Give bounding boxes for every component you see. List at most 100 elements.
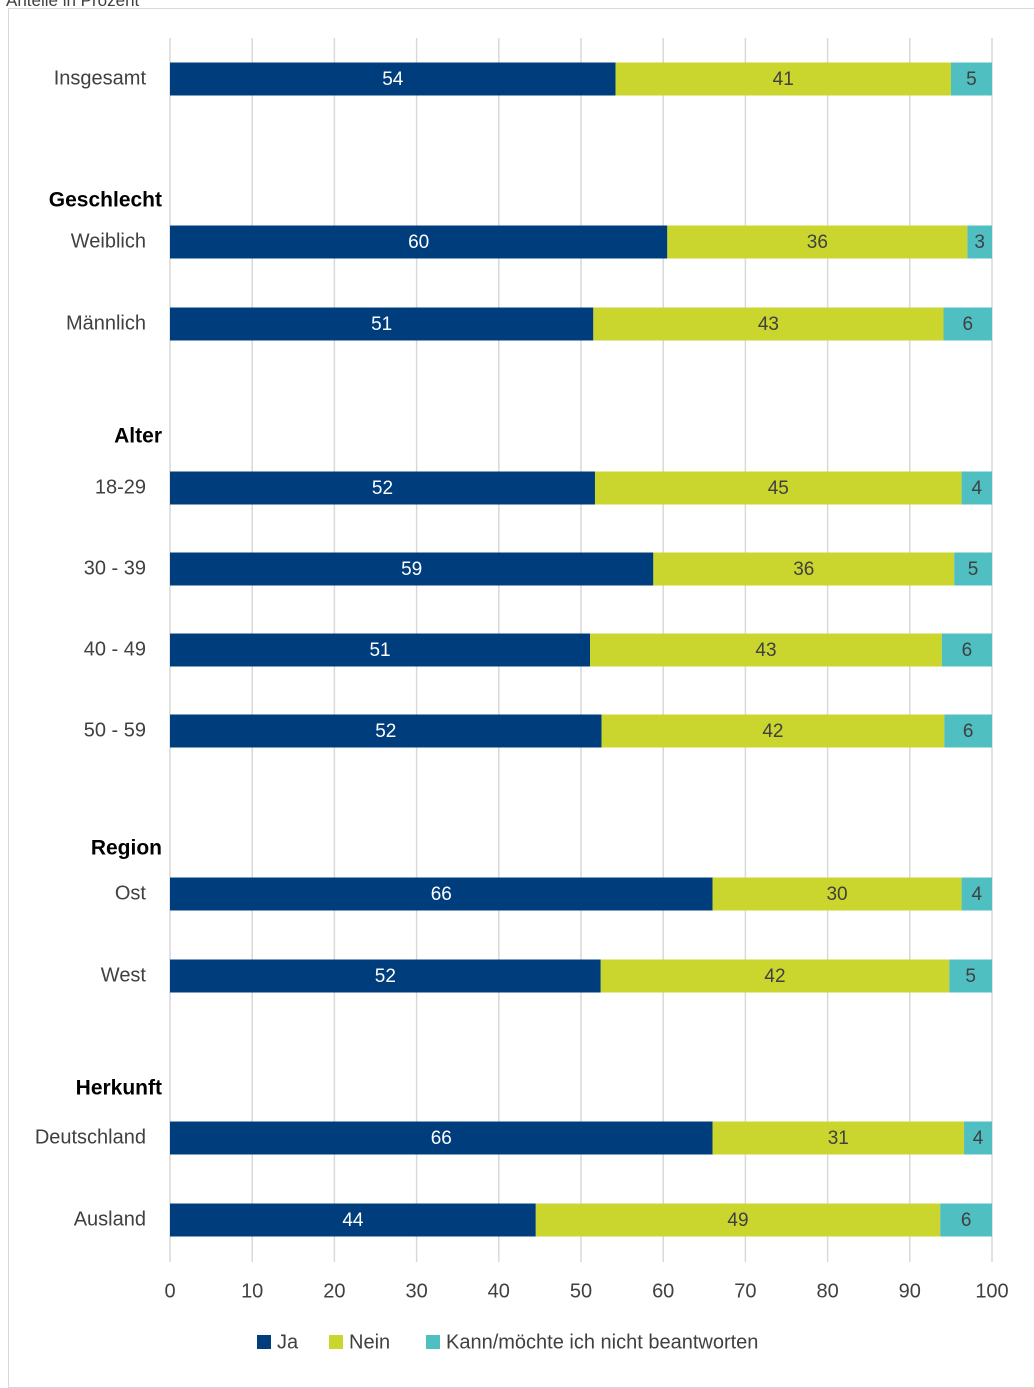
data-label: 59: [401, 559, 422, 580]
bar-segment-ja: [170, 225, 668, 259]
bar-segment-nein: [535, 1203, 941, 1237]
bar-segment-kann: [949, 959, 992, 993]
category-label: 50 - 59: [84, 719, 146, 741]
data-label: 54: [382, 69, 404, 90]
data-label: 31: [828, 1128, 849, 1149]
bar-segment-kann: [940, 1203, 992, 1237]
bar-segment-nein: [653, 552, 955, 586]
x-tick-label: 80: [816, 1280, 838, 1302]
data-label: 6: [962, 314, 973, 335]
bar-segment-ja: [170, 307, 594, 341]
data-label: 43: [758, 314, 779, 335]
bar-segment-kann: [964, 1121, 992, 1155]
group-header: Region: [91, 837, 162, 860]
bar-segment-kann: [944, 714, 992, 748]
bar-segment-nein: [712, 877, 962, 911]
x-tick-label: 20: [323, 1280, 345, 1302]
data-label: 6: [961, 1210, 972, 1231]
bar-segment-nein: [615, 62, 951, 96]
legend-swatch: [426, 1335, 440, 1349]
legend-swatch: [257, 1335, 271, 1349]
data-label: 4: [973, 1128, 984, 1149]
legend-label: Kann/möchte ich nicht beantworten: [446, 1331, 758, 1353]
data-label: 5: [966, 69, 977, 90]
x-tick-label: 40: [488, 1280, 510, 1302]
category-label: Ost: [115, 882, 147, 904]
x-tick-label: 10: [241, 1280, 263, 1302]
x-tick-label: 70: [734, 1280, 756, 1302]
data-label: 3: [974, 232, 985, 253]
data-label: 51: [371, 314, 392, 335]
data-label: 4: [972, 478, 983, 499]
category-label: Männlich: [66, 312, 146, 334]
bar-segment-nein: [594, 471, 962, 505]
bar-segment-nein: [601, 714, 945, 748]
bar-segment-kann: [961, 471, 992, 505]
data-label: 6: [963, 721, 974, 742]
x-tick-label: 100: [975, 1280, 1008, 1302]
bar-segment-kann: [961, 877, 992, 911]
group-header: Herkunft: [76, 1077, 162, 1100]
data-label: 43: [755, 640, 776, 661]
legend-label: Nein: [349, 1331, 390, 1353]
group-header: Alter: [114, 425, 162, 448]
x-tick-label: 90: [899, 1280, 921, 1302]
legend-swatch: [329, 1335, 343, 1349]
bar-segment-nein: [600, 959, 950, 993]
data-label: 49: [727, 1210, 748, 1231]
data-label: 60: [408, 232, 429, 253]
data-label: 45: [768, 478, 789, 499]
bar-segment-ja: [170, 714, 602, 748]
category-label: West: [101, 964, 147, 986]
data-label: 52: [375, 966, 396, 987]
data-label: 66: [431, 884, 452, 905]
x-tick-label: 0: [164, 1280, 175, 1302]
category-label: Ausland: [74, 1208, 146, 1230]
data-label: 66: [431, 1128, 452, 1149]
group-header: Geschlecht: [49, 189, 162, 212]
legend-label: Ja: [277, 1331, 299, 1353]
data-label: 6: [962, 640, 973, 661]
bar-segment-kann: [967, 225, 992, 259]
bar-segment-kann: [943, 307, 992, 341]
bar-segment-kann: [954, 552, 992, 586]
chart-caption: Anteile in Prozent: [6, 0, 140, 10]
bar-segment-nein: [712, 1121, 965, 1155]
data-label: 5: [965, 966, 976, 987]
data-label: 42: [764, 966, 785, 987]
bar-segment-ja: [170, 959, 601, 993]
category-label: 18-29: [95, 476, 146, 498]
x-tick-label: 50: [570, 1280, 592, 1302]
data-label: 4: [972, 884, 983, 905]
bar-segment-ja: [170, 62, 616, 96]
category-label: Deutschland: [35, 1126, 146, 1148]
bar-segment-nein: [590, 633, 942, 667]
data-label: 30: [826, 884, 847, 905]
data-label: 41: [773, 69, 794, 90]
data-label: 42: [762, 721, 783, 742]
category-label: Insgesamt: [54, 67, 147, 89]
category-label: 40 - 49: [84, 638, 146, 660]
bar-segment-ja: [170, 552, 654, 586]
bar-segment-ja: [170, 633, 591, 667]
data-label: 5: [968, 559, 979, 580]
data-label: 44: [342, 1210, 364, 1231]
x-tick-label: 60: [652, 1280, 674, 1302]
data-label: 52: [372, 478, 393, 499]
x-tick-label: 30: [405, 1280, 427, 1302]
bar-segment-nein: [593, 307, 944, 341]
data-label: 51: [369, 640, 390, 661]
bar-segment-ja: [170, 877, 713, 911]
bar-segment-ja: [170, 1121, 713, 1155]
category-label: 30 - 39: [84, 557, 146, 579]
bar-segment-kann: [950, 62, 992, 96]
bar-segment-kann: [941, 633, 992, 667]
category-label: Weiblich: [71, 230, 146, 252]
bar-segment-nein: [667, 225, 968, 259]
bar-segment-ja: [170, 471, 595, 505]
data-label: 36: [807, 232, 828, 253]
bar-segment-ja: [170, 1203, 536, 1237]
data-label: 52: [375, 721, 396, 742]
data-label: 36: [793, 559, 814, 580]
